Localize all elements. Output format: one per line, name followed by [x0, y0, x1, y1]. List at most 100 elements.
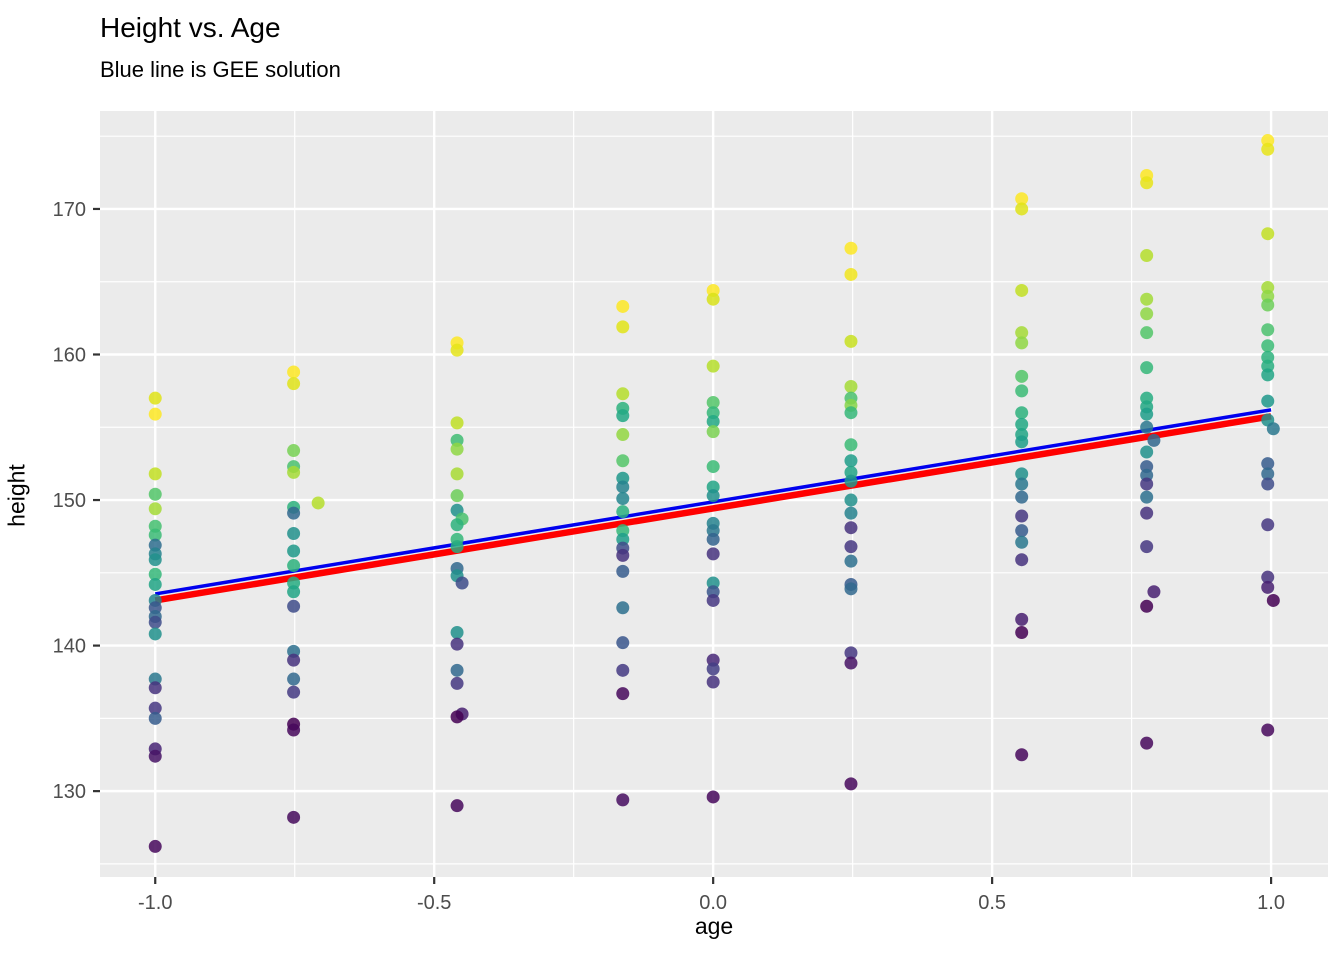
data-point [1015, 553, 1029, 567]
data-point [616, 793, 630, 807]
data-point [844, 380, 858, 394]
data-point [1015, 625, 1029, 639]
data-point [706, 489, 720, 503]
data-point [450, 710, 464, 724]
data-point [148, 467, 162, 481]
data-point [1015, 524, 1029, 538]
data-point [844, 438, 858, 452]
data-point [844, 474, 858, 488]
data-point [844, 656, 858, 670]
data-point [616, 548, 630, 562]
data-point [1140, 420, 1154, 434]
data-point [706, 662, 720, 676]
data-point [148, 839, 162, 853]
data-point [616, 492, 630, 506]
data-point [287, 723, 301, 737]
data-point [844, 554, 858, 568]
data-point [1266, 422, 1280, 436]
data-point [148, 577, 162, 591]
data-point [1140, 326, 1154, 340]
data-point [1140, 490, 1154, 504]
data-point [706, 675, 720, 689]
data-point [148, 553, 162, 567]
y-tick-label: 160 [53, 344, 86, 366]
data-point [148, 391, 162, 405]
chart-subtitle: Blue line is GEE solution [100, 57, 341, 82]
data-point [1015, 477, 1029, 491]
data-point [1261, 368, 1275, 382]
data-point [450, 518, 464, 532]
data-point [1261, 518, 1275, 532]
data-point [1261, 580, 1275, 594]
data-point [1140, 540, 1154, 554]
data-point [148, 407, 162, 421]
data-point [148, 615, 162, 629]
data-point [455, 576, 469, 590]
data-point [287, 672, 301, 686]
data-point [1147, 433, 1161, 447]
data-point [287, 559, 301, 573]
data-point [1261, 570, 1275, 584]
data-point [616, 663, 630, 677]
data-point [1140, 176, 1154, 190]
data-point [616, 505, 630, 519]
data-point [148, 681, 162, 695]
data-point [1015, 283, 1029, 297]
y-tick-label: 170 [53, 199, 86, 221]
data-point [450, 442, 464, 456]
data-point [706, 460, 720, 474]
data-point [1261, 477, 1275, 491]
data-point [616, 320, 630, 334]
data-point [148, 528, 162, 542]
data-point [706, 790, 720, 804]
data-point [1140, 249, 1154, 263]
data-point [1015, 490, 1029, 504]
data-point [1261, 457, 1275, 471]
data-point [287, 465, 301, 479]
data-point [311, 496, 325, 510]
data-point [616, 409, 630, 423]
x-tick-label: 1.0 [1257, 892, 1285, 914]
data-point [1015, 467, 1029, 481]
data-point [616, 428, 630, 442]
data-point [844, 334, 858, 348]
data-point [706, 532, 720, 546]
data-point [1140, 307, 1154, 321]
data-point [1266, 593, 1280, 607]
data-point [706, 425, 720, 439]
data-point [287, 365, 301, 379]
data-point [844, 454, 858, 468]
data-point [1261, 467, 1275, 481]
data-point [287, 585, 301, 599]
data-point [1015, 369, 1029, 383]
data-point [450, 416, 464, 430]
data-point [450, 663, 464, 677]
data-point [148, 701, 162, 715]
x-axis-title: age [694, 913, 734, 939]
data-point [148, 711, 162, 725]
data-point [287, 527, 301, 541]
data-point [148, 502, 162, 516]
data-point [450, 489, 464, 503]
data-point [1015, 336, 1029, 350]
y-tick-label: 130 [53, 781, 86, 803]
data-point [450, 467, 464, 481]
x-tick-label: 0.5 [978, 892, 1006, 914]
chart-title: Height vs. Age [100, 12, 281, 43]
x-tick-label: -0.5 [417, 892, 451, 914]
data-point [1015, 406, 1029, 420]
data-point [148, 567, 162, 581]
data-point [844, 777, 858, 791]
data-point [1147, 585, 1161, 599]
data-point [706, 593, 720, 607]
data-point [148, 627, 162, 641]
data-point [1261, 339, 1275, 353]
data-point [1015, 417, 1029, 431]
data-point [1140, 292, 1154, 306]
data-point [616, 601, 630, 615]
data-point [1140, 445, 1154, 459]
data-point [844, 521, 858, 535]
y-tick-label: 140 [53, 636, 86, 658]
data-point [1015, 192, 1029, 206]
